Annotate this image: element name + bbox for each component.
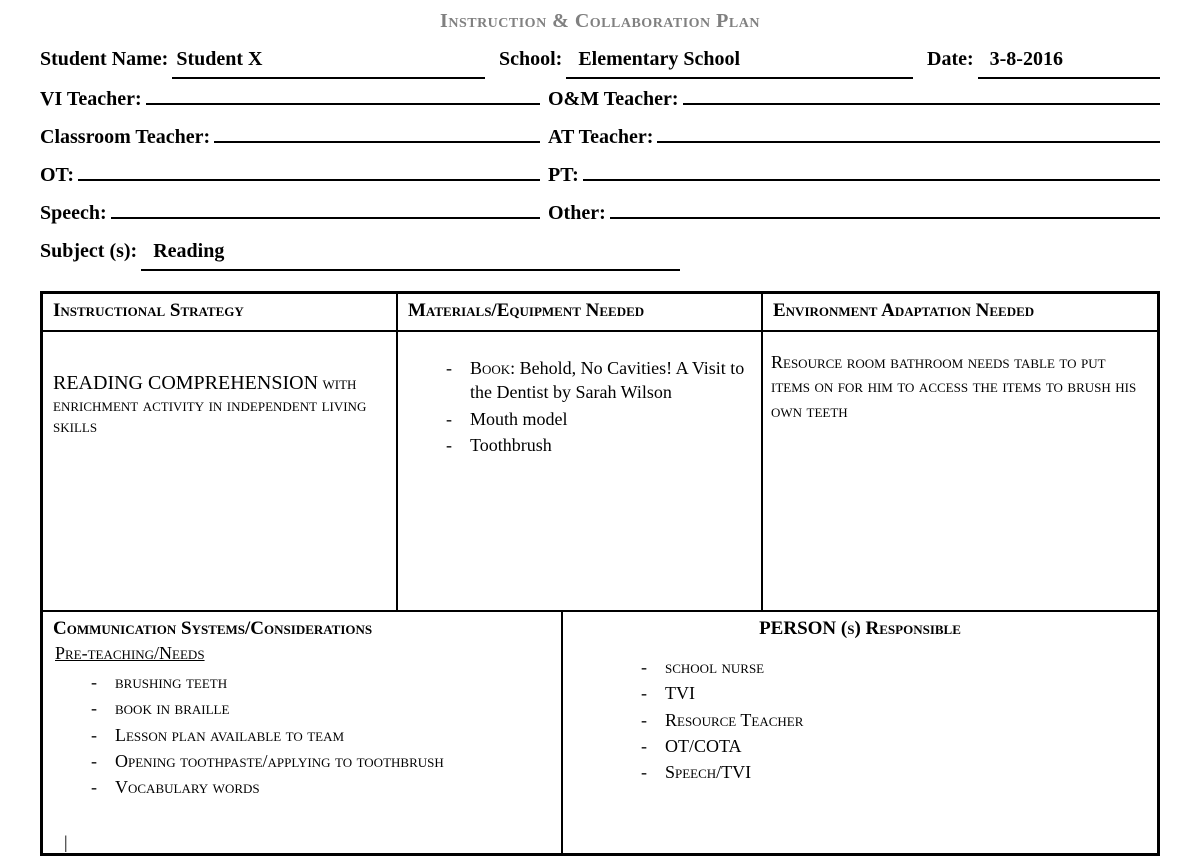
th-strategy: Instructional Strategy bbox=[42, 293, 397, 331]
header-row-5: Speech: Other: bbox=[40, 195, 1160, 231]
pt-label: PT: bbox=[548, 157, 583, 193]
list-item: book in braille bbox=[91, 696, 553, 720]
cell-person: school nurse TVI Resource Teacher OT/COT… bbox=[562, 639, 1158, 854]
list-item: Vocabulary words bbox=[91, 775, 553, 799]
person-list: school nurse TVI Resource Teacher OT/COT… bbox=[571, 655, 1149, 784]
list-item: Book: Behold, No Cavities! A Visit to th… bbox=[446, 356, 753, 405]
header-row-2: VI Teacher: O&M Teacher: bbox=[40, 81, 1160, 117]
comm-list: brushing teeth book in braille Lesson pl… bbox=[51, 670, 553, 799]
header-row-4: OT: PT: bbox=[40, 157, 1160, 193]
strategy-with: with bbox=[318, 373, 356, 393]
list-item: brushing teeth bbox=[91, 670, 553, 694]
list-item: Opening toothpaste/applying to toothbrus… bbox=[91, 749, 553, 773]
list-item: Toothbrush bbox=[446, 433, 753, 457]
strategy-main: READING COMPREHENSION bbox=[53, 372, 318, 394]
list-item: TVI bbox=[641, 681, 1149, 705]
document-title: Instruction & Collaboration Plan bbox=[40, 10, 1160, 33]
cell-environment: Resource room bathroom needs table to pu… bbox=[762, 331, 1158, 611]
om-teacher-value bbox=[683, 81, 1160, 105]
speech-label: Speech: bbox=[40, 195, 111, 231]
classroom-teacher-value bbox=[214, 119, 540, 143]
header-row-3: Classroom Teacher: AT Teacher: bbox=[40, 119, 1160, 155]
student-name-label: Student Name: bbox=[40, 41, 172, 77]
materials-list: Book: Behold, No Cavities! A Visit to th… bbox=[406, 356, 753, 457]
second-header-row: Communication Systems/Considerations PER… bbox=[42, 611, 1158, 639]
materials-prefix: Book: bbox=[470, 358, 515, 378]
list-item: Resource Teacher bbox=[641, 708, 1149, 732]
second-body-row: Pre-teaching/Needs brushing teeth book i… bbox=[42, 639, 1158, 854]
ot-label: OT: bbox=[40, 157, 78, 193]
th-environment: Environment Adaptation Needed bbox=[762, 293, 1158, 331]
school-label: School: bbox=[493, 41, 566, 77]
at-teacher-label: AT Teacher: bbox=[548, 119, 657, 155]
list-item: Speech/TVI bbox=[641, 760, 1149, 784]
list-item: Lesson plan available to team bbox=[91, 723, 553, 747]
header-fields: Student Name: Student X School: Elementa… bbox=[40, 41, 1160, 271]
header-row-1: Student Name: Student X School: Elementa… bbox=[40, 41, 1160, 79]
pt-value bbox=[583, 157, 1160, 181]
school-value: Elementary School bbox=[566, 41, 913, 79]
page: Instruction & Collaboration Plan Student… bbox=[0, 0, 1200, 861]
th-materials: Materials/Equipment Needed bbox=[397, 293, 762, 331]
cell-strategy: READING COMPREHENSION with enrichment ac… bbox=[42, 331, 397, 611]
classroom-teacher-label: Classroom Teacher: bbox=[40, 119, 214, 155]
plan-table: Instructional Strategy Materials/Equipme… bbox=[40, 291, 1160, 856]
other-value bbox=[610, 195, 1160, 219]
vi-teacher-label: VI Teacher: bbox=[40, 81, 146, 117]
date-value: 3-8-2016 bbox=[978, 41, 1160, 79]
list-item: OT/COTA bbox=[641, 734, 1149, 758]
other-label: Other: bbox=[548, 195, 610, 231]
cell-comm: Pre-teaching/Needs brushing teeth book i… bbox=[42, 639, 562, 854]
header-row-6: Subject (s): Reading bbox=[40, 233, 1160, 271]
student-name-value: Student X bbox=[172, 41, 485, 79]
vi-teacher-value bbox=[146, 81, 540, 105]
list-item: school nurse bbox=[641, 655, 1149, 679]
text-cursor: | bbox=[64, 832, 68, 853]
speech-value bbox=[111, 195, 540, 219]
ot-value bbox=[78, 157, 540, 181]
om-teacher-label: O&M Teacher: bbox=[548, 81, 683, 117]
list-item: Mouth model bbox=[446, 407, 753, 431]
at-teacher-value bbox=[657, 119, 1160, 143]
comm-subhead: Pre-teaching/Needs bbox=[51, 643, 553, 664]
cell-materials: Book: Behold, No Cavities! A Visit to th… bbox=[397, 331, 762, 611]
strategy-detail: enrichment activity in independent livin… bbox=[53, 395, 366, 436]
date-label: Date: bbox=[921, 41, 978, 77]
subjects-label: Subject (s): bbox=[40, 233, 141, 269]
subjects-value: Reading bbox=[141, 233, 680, 271]
